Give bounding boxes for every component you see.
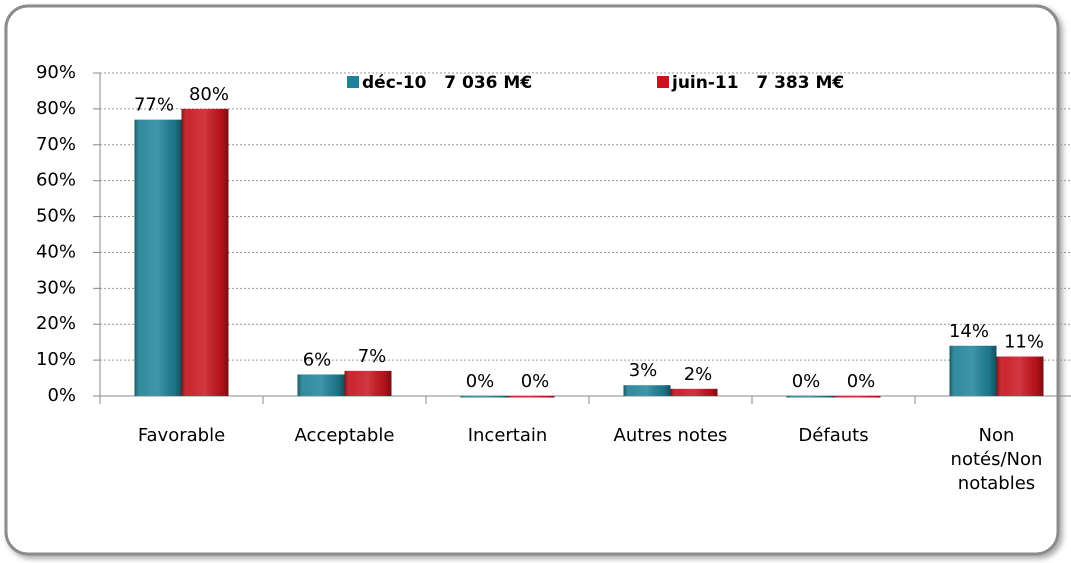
y-tick-label: 70% <box>36 134 76 155</box>
x-tick-label: Défauts <box>798 425 869 446</box>
data-label: 7% <box>358 346 387 367</box>
bar-shade <box>344 370 392 396</box>
bar-shade <box>996 356 1044 396</box>
x-tick-label: Acceptable <box>294 425 395 446</box>
bar-shade <box>297 374 345 396</box>
data-label: 0% <box>792 371 821 392</box>
legend-swatch <box>347 76 359 88</box>
chart-frame <box>4 4 1060 556</box>
legend-swatch <box>657 76 669 88</box>
data-label: 14% <box>949 321 989 342</box>
data-label: 80% <box>189 84 229 105</box>
x-tick-label: Autres notes <box>613 425 728 446</box>
bar-shade <box>623 385 671 396</box>
y-tick-label: 90% <box>36 62 76 83</box>
bar-shade <box>181 108 229 396</box>
data-label: 77% <box>134 95 174 116</box>
y-tick-label: 0% <box>47 385 76 406</box>
data-label: 6% <box>303 349 332 370</box>
y-tick-label: 40% <box>36 241 76 262</box>
data-label: 0% <box>521 371 550 392</box>
x-tick-label: Non notés/Non notables <box>950 425 1043 494</box>
bar-shade <box>134 119 182 397</box>
x-tick-label: Favorable <box>137 425 226 446</box>
legend-label leg: déc-10 7 036 M€ <box>362 73 532 93</box>
y-tick-label: 20% <box>36 313 76 334</box>
data-label: 0% <box>466 371 495 392</box>
y-tick-label: 80% <box>36 98 76 119</box>
bar-shade <box>460 396 508 398</box>
data-label: 2% <box>684 364 713 385</box>
legend-label leg: juin-11 7 383 M€ <box>671 73 844 93</box>
data-label: 3% <box>629 360 658 381</box>
bar-shade <box>670 388 718 396</box>
y-tick-label: 60% <box>36 170 76 191</box>
bar-shade <box>949 345 997 396</box>
bar-shade <box>786 396 834 398</box>
bar-shade <box>833 396 881 398</box>
y-tick-label: 50% <box>36 206 76 227</box>
x-tick-label: Incertain <box>467 425 548 446</box>
data-label: 11% <box>1004 332 1044 353</box>
y-tick-label: 30% <box>36 277 76 298</box>
data-label: 0% <box>847 371 876 392</box>
bar-shade <box>507 396 555 398</box>
y-tick-label: 10% <box>36 349 76 370</box>
